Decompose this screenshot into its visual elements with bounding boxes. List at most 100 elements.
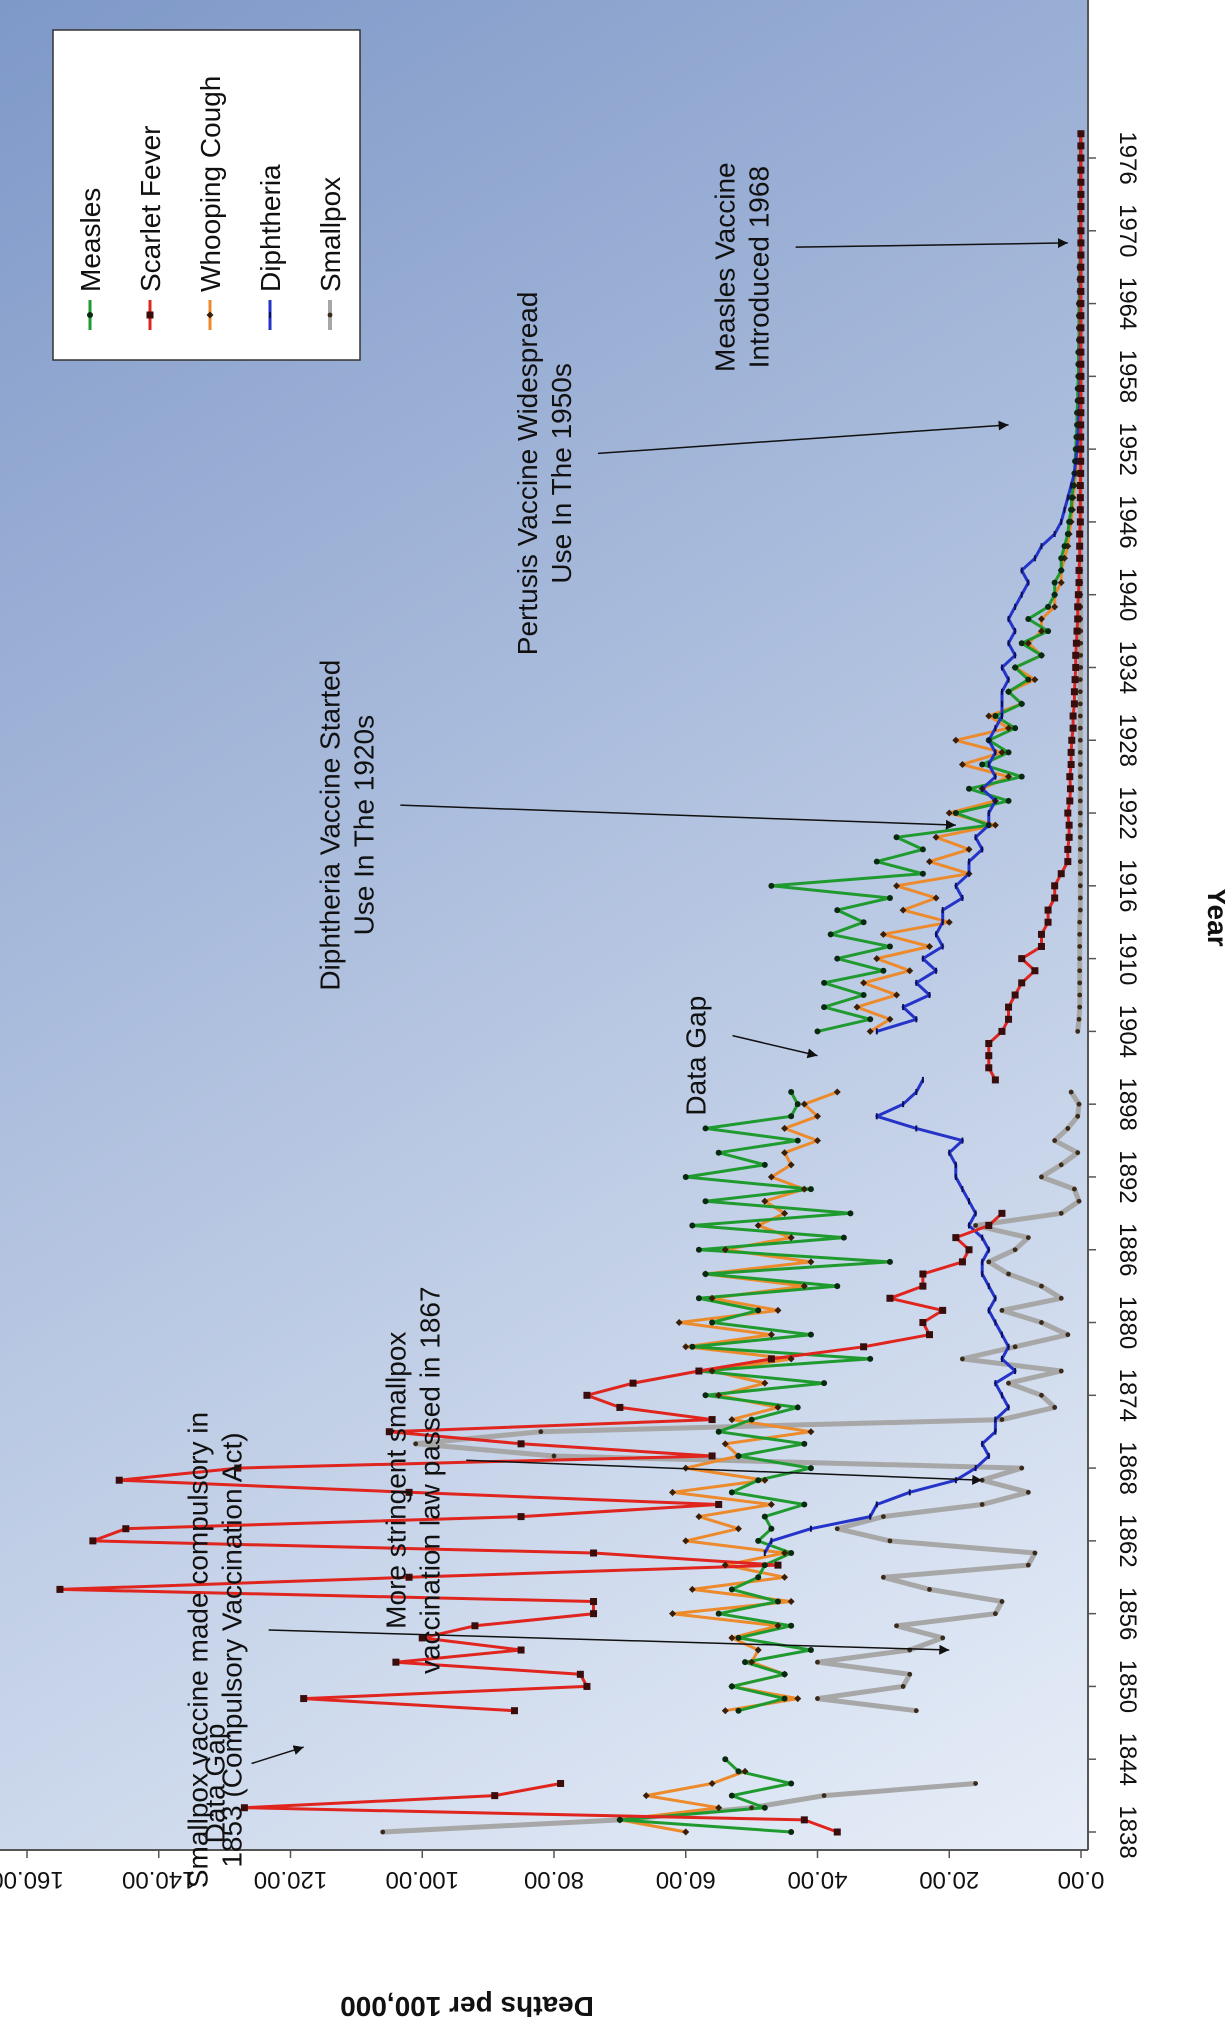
measles-point <box>979 761 986 768</box>
x-tick-label: 1856 <box>1114 1587 1141 1640</box>
scarlet-fever-point <box>1075 579 1083 587</box>
measles-point <box>919 870 926 877</box>
smallpox-point <box>986 1259 992 1265</box>
whooping-cough-point <box>787 1161 795 1169</box>
diphtheria-line <box>763 1079 1017 1554</box>
whooping-cough-point <box>774 1622 782 1630</box>
smallpox-point <box>1039 1283 1044 1289</box>
whooping-cough-point <box>794 1695 802 1703</box>
scarlet-fever-point <box>1067 748 1075 756</box>
scarlet-fever-point <box>1064 845 1072 853</box>
whooping-cough-point <box>873 955 881 963</box>
smallpox-point <box>380 1829 386 1835</box>
measles-point <box>715 1610 722 1617</box>
whooping-cough-point <box>715 1804 723 1812</box>
smallpox-point <box>815 1659 820 1665</box>
measles-point <box>715 1428 722 1435</box>
measles-point <box>735 1768 742 1775</box>
y-tick-label: 100.00 <box>386 1866 459 1893</box>
scarlet-fever-point <box>471 1622 479 1630</box>
whooping-cough-point <box>774 1403 782 1411</box>
x-tick-label: 1880 <box>1114 1296 1141 1349</box>
whooping-cough-point <box>682 1537 690 1545</box>
scarlet-fever-point <box>510 1707 518 1715</box>
scarlet-fever-point <box>985 1221 993 1229</box>
whooping-cough-point <box>767 1331 775 1339</box>
annotation-smallpox-1853: Smallpox vaccine made compulsory in 1853 … <box>183 1412 950 1888</box>
smallpox-point <box>1077 798 1083 804</box>
smallpox-point <box>1025 1562 1031 1568</box>
scarlet-fever-point <box>1018 955 1026 963</box>
scarlet-fever-point <box>1076 542 1084 550</box>
scarlet-fever-point <box>958 1258 966 1266</box>
smallpox-point <box>1077 701 1083 707</box>
measles-point <box>801 1440 808 1447</box>
whooping-cough-point <box>860 979 868 987</box>
measles-point <box>1051 591 1058 598</box>
scarlet-fever-point <box>1077 300 1085 308</box>
smallpox-point <box>749 1805 755 1811</box>
measles-point <box>886 894 893 901</box>
measles-point <box>821 979 828 986</box>
x-tick-label: 1934 <box>1114 641 1141 694</box>
whooping-cough-point <box>952 736 960 744</box>
whooping-cough-point <box>998 748 1006 756</box>
scarlet-fever-point <box>590 1610 598 1618</box>
whooping-cough-point <box>965 845 973 853</box>
legend-label: Measles <box>75 188 106 292</box>
measles-point <box>728 1586 735 1593</box>
smallpox-point <box>973 1781 978 1786</box>
scarlet-fever-point <box>1044 906 1052 914</box>
scarlet-fever-point <box>919 1319 927 1327</box>
smallpox-point <box>327 312 333 318</box>
whooping-cough-point <box>853 1003 861 1011</box>
scarlet-fever-point <box>1075 566 1083 574</box>
measles-point <box>774 1598 781 1605</box>
measles-point <box>781 1671 788 1678</box>
measles-point <box>728 1683 735 1690</box>
whooping-cough-point <box>985 712 993 720</box>
x-tick-label: 1862 <box>1114 1514 1141 1567</box>
annotation-text: Use In The 1950s <box>546 363 577 584</box>
scarlet-fever-point <box>774 1561 782 1569</box>
measles-point <box>742 1659 749 1666</box>
whooping-cough-point <box>1005 724 1013 732</box>
measles-point <box>1068 506 1075 513</box>
smallpox-point <box>1077 847 1083 852</box>
smallpox-point <box>1077 725 1083 731</box>
scarlet-fever-point <box>886 1294 894 1302</box>
scarlet-fever-point <box>616 1403 624 1411</box>
measles-point <box>788 1780 795 1787</box>
whooping-cough-point <box>1037 615 1045 623</box>
scarlet-fever-point <box>146 311 154 319</box>
scarlet-fever-point <box>629 1379 637 1387</box>
whooping-cough-point <box>781 1209 789 1217</box>
measles-point <box>735 1634 742 1641</box>
scarlet-fever-point <box>1011 991 1019 999</box>
whooping-cough-point <box>721 1561 729 1569</box>
whooping-cough-point <box>958 761 966 769</box>
smallpox-point <box>1006 1271 1011 1277</box>
x-tick-label: 1922 <box>1114 786 1141 839</box>
annotation-arrow <box>466 1459 983 1485</box>
smallpox-point <box>1077 677 1083 683</box>
whooping-cough-point <box>781 1573 789 1581</box>
whooping-cough-point <box>925 942 933 950</box>
smallpox-point <box>907 1671 913 1677</box>
scarlet-fever-point <box>1077 154 1085 162</box>
smallpox-point <box>894 1623 899 1629</box>
scarlet-fever-point <box>1077 384 1085 392</box>
scarlet-fever-point <box>418 1634 426 1642</box>
whooping-cough-point <box>206 311 214 319</box>
whooping-cough-point <box>721 1246 729 1254</box>
measles-point <box>1025 615 1032 622</box>
x-tick-label: 1928 <box>1114 714 1141 767</box>
scarlet-fever-point <box>1044 918 1052 926</box>
scarlet-fever-point <box>1073 627 1081 635</box>
x-tick-label: 1838 <box>1114 1805 1141 1858</box>
legend-item-measles: Measles <box>75 188 106 330</box>
measles-point <box>616 1816 623 1823</box>
smallpox-point <box>1077 883 1083 889</box>
whooping-cough-point <box>866 1027 874 1035</box>
scarlet-fever-point <box>1031 967 1039 975</box>
